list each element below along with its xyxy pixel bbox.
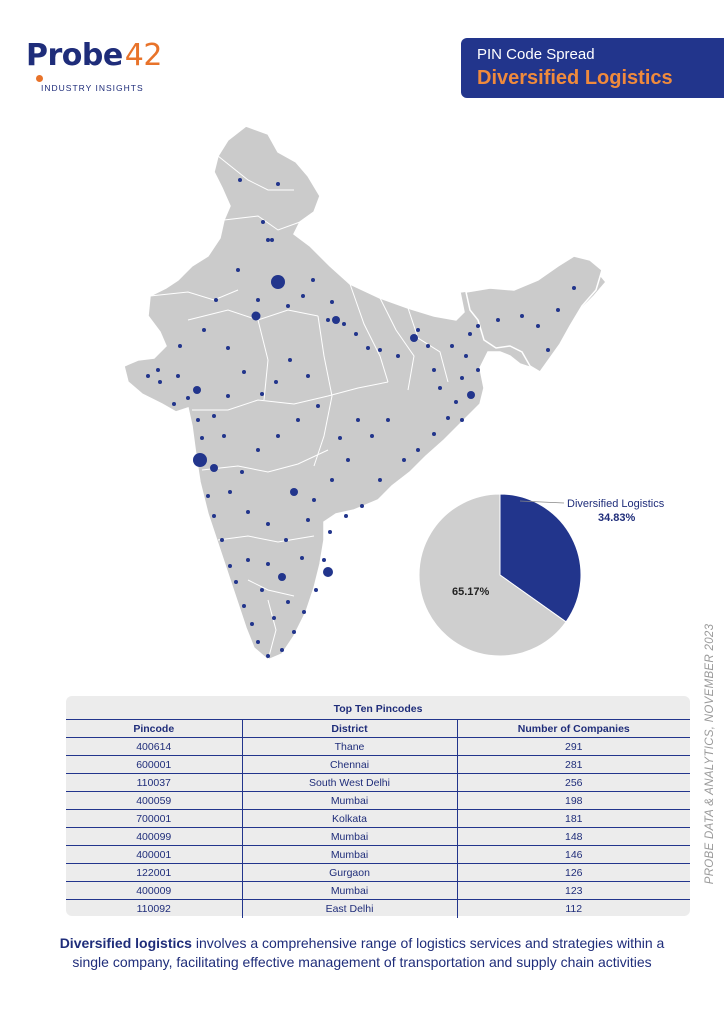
pie-leader-line [519,500,565,504]
table-row: 400001 Mumbai 146 [66,845,690,864]
pincode-cell: 110037 [66,773,242,792]
table-row: 700001 Kolkata 181 [66,809,690,828]
column-header-pincode: Pincode [66,719,242,738]
pie-slice-diversified-logistics [499,493,582,623]
table-row: 400614 Thane 291 [66,737,690,756]
table-row: 110037 South West Delhi 256 [66,773,690,792]
northeast-region-shape [465,255,603,373]
logo-number: 42 [124,38,163,73]
header-subtitle: PIN Code Spread [477,46,595,63]
district-cell: Kolkata [241,809,457,828]
header-banner: PIN Code Spread Diversified Logistics [461,38,724,98]
companies-cell: 112 [456,899,690,918]
district-cell: South West Delhi [241,773,457,792]
district-cell: Mumbai [241,845,457,864]
state-borders [149,155,449,661]
companies-cell: 198 [456,791,690,810]
pincode-cell: 400059 [66,791,242,810]
header-title: Diversified Logistics [477,67,673,89]
companies-cell: 126 [456,863,690,882]
pincode-cell: 400009 [66,881,242,900]
pie-slice-value-0: 34.83% [598,512,636,524]
logo-dot-icon [36,75,43,82]
district-cell: East Delhi [241,899,457,918]
district-cell: Chennai [241,755,457,774]
table-row: 400009 Mumbai 123 [66,881,690,900]
pincode-cell: 400001 [66,845,242,864]
india-pincode-map [123,125,607,661]
description-bold: Diversified logistics [59,935,192,951]
pincode-cell: 110092 [66,899,242,918]
column-header-companies: Number of Companies [456,719,690,738]
probe42-logo: Probe42 INDUSTRY INSIGHTS [26,34,166,98]
district-cell: Mumbai [241,881,457,900]
table-header-row: Pincode District Number of Companies [66,719,690,738]
pincode-cell: 400614 [66,737,242,756]
district-cell: Mumbai [241,791,457,810]
companies-cell: 148 [456,827,690,846]
pincode-table: Pincode District Number of Companies 400… [66,719,690,918]
logo-wordmark: Probe42 [26,38,163,73]
side-credit: PROBE DATA & ANALYTICS, NOVEMBER 2023 [700,594,720,914]
pie-slice-others [418,493,567,657]
top-pincodes-table: Top Ten Pincodes Pincode District Number… [66,696,690,918]
district-cell: Mumbai [241,827,457,846]
column-header-district: District [241,719,457,738]
district-cell: Thane [241,737,457,756]
india-map-shape [123,125,607,661]
pie-slice-value-1: 65.17% [452,586,490,598]
description-paragraph: Diversified logistics involves a compreh… [40,934,684,972]
table-title: Top Ten Pincodes [333,703,423,715]
pincode-dots [146,178,576,658]
pincode-cell: 600001 [66,755,242,774]
logo-word: robe [47,38,124,73]
district-cell: Gurgaon [241,863,457,882]
pincode-cell: 700001 [66,809,242,828]
logo-tagline: INDUSTRY INSIGHTS [41,83,144,93]
companies-cell: 181 [456,809,690,828]
companies-cell: 146 [456,845,690,864]
table-row: 110092 East Delhi 112 [66,899,690,918]
table-row: 400099 Mumbai 148 [66,827,690,846]
side-credit-text: PROBE DATA & ANALYTICS, NOVEMBER 2023 [704,623,716,885]
share-pie-chart: Diversified Logistics 34.83% 65.17% [418,493,665,657]
companies-cell: 256 [456,773,690,792]
table-row: 122001 Gurgaon 126 [66,863,690,882]
companies-cell: 281 [456,755,690,774]
companies-cell: 123 [456,881,690,900]
pincode-cell: 400099 [66,827,242,846]
pie-slice-label-0: Diversified Logistics [567,498,665,510]
table-row: 600001 Chennai 281 [66,755,690,774]
pincode-cell: 122001 [66,863,242,882]
companies-cell: 291 [456,737,690,756]
description-text: involves a comprehensive range of logist… [72,935,665,970]
table-row: 400059 Mumbai 198 [66,791,690,810]
